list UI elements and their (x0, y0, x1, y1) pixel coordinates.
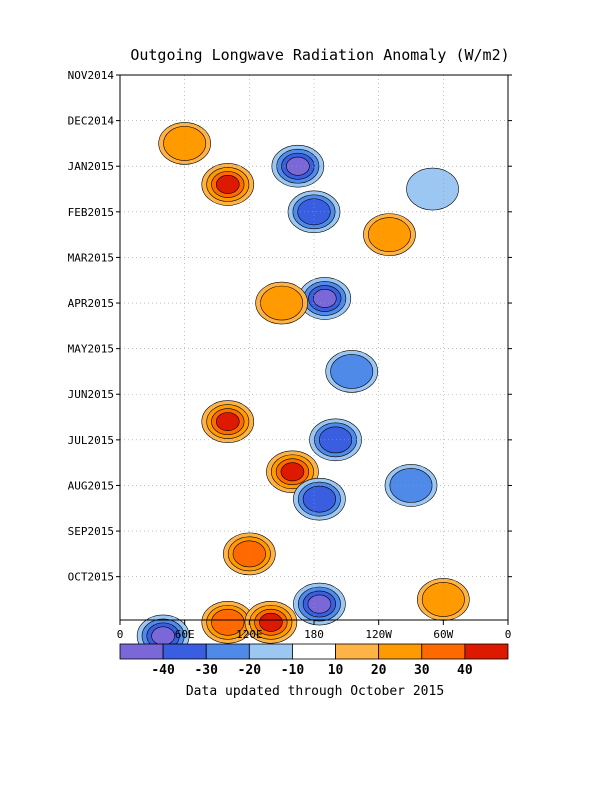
y-tick-label: OCT2015 (68, 571, 114, 584)
anomaly-feature (223, 532, 276, 576)
anomaly-feature (363, 213, 416, 256)
colorbar-swatch (162, 643, 207, 660)
anomaly-feature (201, 163, 255, 206)
colorbar-swatch (335, 643, 380, 660)
contour-level (286, 156, 310, 176)
contour-level (318, 426, 353, 454)
anomaly-feature (201, 400, 255, 443)
contour-level (215, 175, 240, 194)
x-tick-label: 0 (505, 628, 512, 641)
colorbar-label: -20 (238, 663, 262, 678)
colorbar-label: 40 (457, 663, 473, 678)
axes: NOV2014 DEC2014 JAN2015 FEB2015 MAR2015 APR20… (68, 69, 512, 641)
x-tick-label: 180 (304, 628, 324, 641)
contour-level (312, 289, 337, 308)
y-tick-label: JAN2015 (68, 160, 114, 173)
x-tick-label: 60W (433, 628, 453, 641)
plot-area (120, 74, 508, 658)
colorbar-label: -40 (151, 663, 175, 678)
colorbar-swatch (464, 643, 509, 660)
contour-level (330, 354, 374, 389)
anomaly-feature (271, 144, 325, 188)
contour-level (406, 167, 459, 211)
x-tick-label: 60E (175, 628, 195, 641)
anomaly-feature (293, 477, 346, 521)
y-tick-label: NOV2014 (68, 69, 115, 82)
contour-level (211, 608, 245, 636)
contour-level (215, 412, 240, 432)
contour-level (367, 217, 411, 252)
y-tick-label: AUG2015 (68, 479, 114, 492)
colorbar-swatch (205, 643, 250, 660)
contour-level (151, 626, 175, 646)
y-tick-label: JUN2015 (68, 388, 114, 401)
colorbar: -40 -30 -20 -10 10 20 30 40 (119, 643, 509, 678)
chart-title: Outgoing Longwave Radiation Anomaly (W/m… (130, 46, 510, 64)
colorbar-swatch (292, 643, 336, 660)
anomaly-feature (298, 277, 352, 320)
contour-level (302, 485, 337, 513)
anomaly-feature (406, 167, 459, 211)
x-tick-label: 120E (236, 628, 263, 641)
y-tick-label: MAR2015 (68, 251, 114, 264)
colorbar-label: 20 (371, 663, 387, 678)
footer-note: Data updated through October 2015 (185, 684, 445, 699)
anomaly-feature (244, 600, 298, 644)
colorbar-swatch (248, 643, 293, 660)
contour-level (280, 462, 305, 482)
y-tick-label: JUL2015 (68, 434, 114, 447)
colorbar-label: 30 (414, 663, 430, 678)
y-tick-label: APR2015 (68, 297, 114, 310)
colorbar-label: 10 (328, 663, 344, 678)
y-tick-label: MAY2015 (68, 343, 114, 356)
contour-level (259, 612, 283, 632)
y-tick-label: FEB2015 (68, 206, 114, 219)
anomaly-feature (255, 281, 308, 325)
anomaly-feature (384, 464, 438, 507)
y-tick-label: SEP2015 (68, 525, 114, 538)
anomaly-feature (293, 582, 346, 626)
anomaly-feature (325, 350, 379, 393)
colorbar-swatch (378, 643, 423, 660)
x-tick-label: 0 (117, 628, 124, 641)
contour-level (232, 540, 266, 568)
colorbar-swatch (119, 643, 164, 660)
colorbar-label: -30 (194, 663, 218, 678)
contour-level (307, 594, 332, 614)
anomaly-feature (201, 600, 255, 644)
y-tick-label: DEC2014 (68, 115, 115, 128)
colorbar-swatch (421, 643, 466, 660)
anomaly-feature (309, 418, 362, 462)
colorbar-label: -10 (281, 663, 305, 678)
x-tick-label: 120W (365, 628, 392, 641)
